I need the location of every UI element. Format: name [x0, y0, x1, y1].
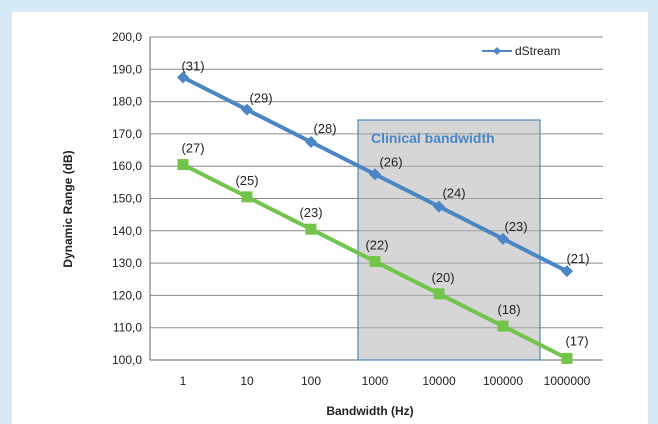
data-label: (23)	[504, 219, 527, 234]
y-tick-label: 160,0	[112, 159, 142, 173]
data-point	[497, 320, 509, 332]
y-tick-label: 150,0	[112, 192, 142, 206]
data-label: (22)	[365, 237, 388, 252]
legend-marker	[493, 47, 501, 55]
clinical-bandwidth-label: Clinical bandwidth	[371, 130, 495, 146]
y-tick-label: 130,0	[112, 256, 142, 270]
x-axis-ticks: 1 10 100 1000 10000 100000 1000000	[180, 374, 591, 388]
y-axis-title: Dynamic Range (dB)	[61, 150, 75, 267]
y-tick-label: 140,0	[112, 224, 142, 238]
data-point	[497, 232, 509, 245]
chart-panel: Clinical bandwidth 100,0 110,0 120,0 130,0 1…	[12, 12, 648, 424]
data-point	[433, 288, 445, 300]
y-tick-label: 180,0	[112, 95, 142, 109]
x-tick-label: 10	[240, 374, 254, 388]
data-label: (29)	[249, 91, 272, 106]
data-label: (31)	[181, 58, 204, 73]
y-axis-ticks: 100,0 110,0 120,0 130,0 140,0 150,0 160,0 170,0…	[112, 30, 142, 367]
data-label: (21)	[566, 251, 589, 266]
data-point	[561, 352, 573, 364]
series-group: (31) (29) (28) (26) (24) (23) (21) (27) (25) (23)…	[177, 58, 590, 364]
data-point	[241, 103, 253, 116]
x-tick-label: 1000	[362, 374, 389, 388]
y-tick-label: 200,0	[112, 30, 142, 44]
data-point	[177, 71, 189, 84]
y-tick-label: 190,0	[112, 62, 142, 76]
x-tick-label: 1	[180, 374, 187, 388]
y-tick-label: 120,0	[112, 288, 142, 302]
line-chart: Clinical bandwidth 100,0110,0120,0130,01…	[61, 30, 603, 418]
data-label: (17)	[565, 333, 588, 348]
y-tick-label: 100,0	[112, 353, 142, 367]
data-point	[433, 200, 445, 213]
data-point	[305, 135, 317, 148]
x-tick-label: 1000000	[544, 374, 591, 388]
data-label: (26)	[379, 154, 402, 169]
data-label: (18)	[497, 302, 520, 317]
data-label: (24)	[442, 186, 465, 201]
data-label: (23)	[299, 205, 322, 220]
series-0: (31) (29) (28) (26) (24) (23) (21)	[177, 58, 590, 278]
data-label: (25)	[235, 173, 258, 188]
data-point	[305, 223, 317, 235]
data-label: (20)	[431, 270, 454, 285]
x-tick-label: 10000	[422, 374, 456, 388]
legend: dStream	[482, 44, 560, 58]
y-tick-label: 170,0	[112, 127, 142, 141]
data-point	[177, 159, 189, 171]
data-point	[241, 191, 253, 203]
x-tick-label: 100000	[483, 374, 523, 388]
y-tick-label: 110,0	[113, 321, 142, 335]
data-label: (28)	[313, 121, 336, 136]
data-point	[369, 255, 381, 267]
x-tick-label: 100	[301, 374, 321, 388]
series-1: (27) (25) (23) (22) (20) (18) (17)	[177, 141, 589, 364]
data-point	[369, 168, 381, 181]
data-label: (27)	[181, 141, 204, 156]
x-axis-title: Bandwidth (Hz)	[326, 404, 413, 418]
data-point	[561, 265, 573, 278]
legend-label: dStream	[515, 44, 560, 58]
